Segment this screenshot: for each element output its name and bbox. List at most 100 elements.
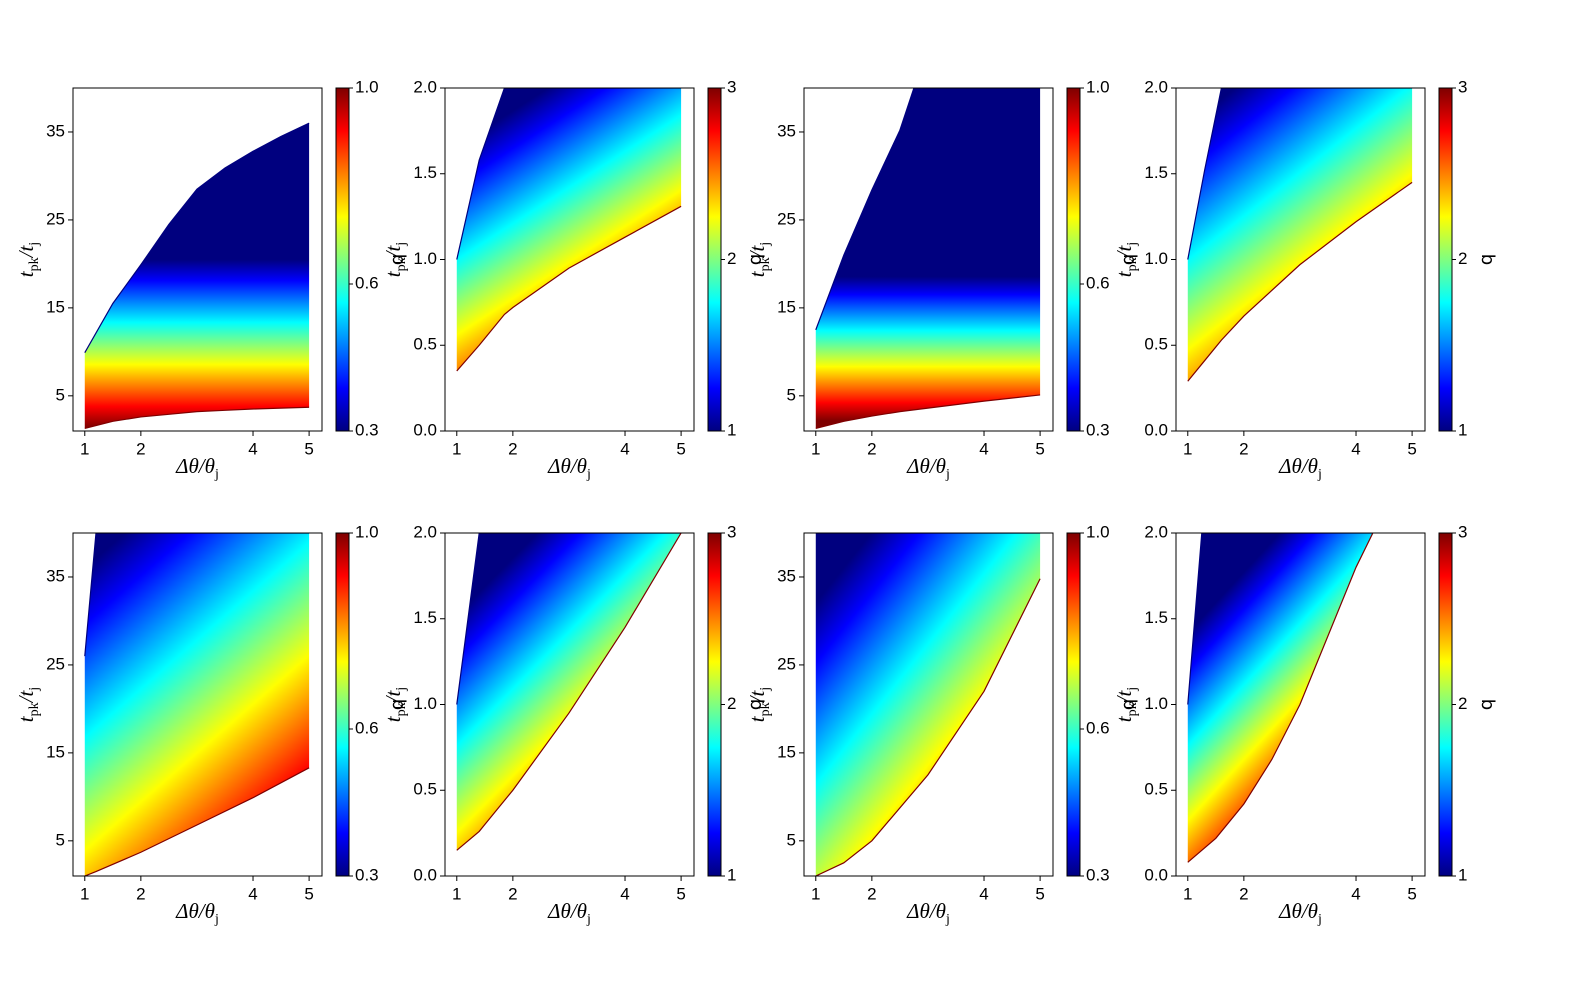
y-label-part: j bbox=[394, 242, 409, 247]
x-tick-label: 5 bbox=[304, 884, 313, 903]
x-label-part: j bbox=[945, 912, 950, 927]
region-fill bbox=[456, 88, 682, 371]
x-label-part: j bbox=[214, 467, 219, 482]
axes-frame bbox=[72, 532, 323, 877]
x-tick-label: 4 bbox=[979, 884, 988, 903]
y-tick-label: 35 bbox=[777, 121, 796, 140]
y-tick-label: 0.0 bbox=[413, 420, 437, 439]
y-tick-label: 15 bbox=[46, 742, 65, 761]
colorbar-tick-label: 1.0 bbox=[355, 522, 379, 541]
x-tick-label: 1 bbox=[452, 884, 461, 903]
y-axis-label: tpk/tj bbox=[14, 242, 42, 277]
colorbar-tick-label: 1 bbox=[727, 420, 736, 439]
boundary-upper bbox=[84, 122, 310, 354]
colorbar bbox=[1438, 532, 1453, 877]
x-tick-label: 2 bbox=[867, 884, 876, 903]
y-axis-label: tpk/tj bbox=[381, 687, 409, 722]
y-label-part: /t bbox=[14, 245, 38, 259]
y-tick-label: 15 bbox=[777, 742, 796, 761]
y-tick-label: 5 bbox=[787, 830, 796, 849]
y-label-part: j bbox=[1125, 242, 1140, 247]
y-tick-label: 35 bbox=[46, 566, 65, 585]
colorbar-label: b bbox=[1477, 699, 1498, 710]
region-fill bbox=[1187, 533, 1373, 863]
boundary-lower bbox=[456, 533, 682, 851]
y-tick-label: 0.5 bbox=[413, 780, 437, 799]
x-tick-label: 5 bbox=[1035, 439, 1044, 458]
y-tick-label: 1.5 bbox=[1144, 163, 1168, 182]
x-label-part: j bbox=[945, 467, 950, 482]
region-fill bbox=[815, 533, 1041, 876]
boundary-upper bbox=[815, 88, 1041, 331]
x-label-part: j bbox=[1317, 467, 1322, 482]
x-tick-label: 1 bbox=[452, 439, 461, 458]
x-tick-label: 5 bbox=[1035, 884, 1044, 903]
colorbar bbox=[707, 87, 722, 432]
x-tick-label: 1 bbox=[811, 884, 820, 903]
y-tick-label: 1.5 bbox=[413, 163, 437, 182]
x-tick-label: 5 bbox=[676, 884, 685, 903]
y-label-part: /t bbox=[745, 690, 769, 704]
x-tick-label: 1 bbox=[80, 884, 89, 903]
colorbar bbox=[707, 532, 722, 877]
y-tick-label: 25 bbox=[777, 209, 796, 228]
x-tick-label: 4 bbox=[620, 884, 629, 903]
y-label-part: t bbox=[745, 270, 769, 277]
x-tick-label: 1 bbox=[1183, 439, 1192, 458]
x-tick-label: 5 bbox=[1407, 884, 1416, 903]
boundary-lower bbox=[815, 578, 1041, 876]
y-axis-label: tpk/tj bbox=[745, 242, 773, 277]
y-axis-label: tpk/tj bbox=[1112, 242, 1140, 277]
y-tick-label: 0.5 bbox=[1144, 780, 1168, 799]
y-label-part: t bbox=[1112, 715, 1136, 722]
y-label-part: pk bbox=[27, 257, 42, 271]
y-tick-label: 25 bbox=[46, 209, 65, 228]
y-tick-label: 15 bbox=[777, 297, 796, 316]
colorbar bbox=[1438, 87, 1453, 432]
boundary-lower bbox=[456, 205, 682, 372]
region-fill bbox=[1187, 88, 1413, 382]
colorbar-tick-label: 1.0 bbox=[1086, 77, 1110, 96]
x-label-part: j bbox=[214, 912, 219, 927]
y-label-part: pk bbox=[758, 702, 773, 716]
x-label-part: Δθ/θ bbox=[547, 899, 587, 923]
y-tick-label: 1.0 bbox=[1144, 694, 1168, 713]
plot-area bbox=[456, 533, 682, 851]
plot-area bbox=[815, 88, 1041, 429]
x-tick-label: 4 bbox=[248, 439, 257, 458]
x-label-part: Δθ/θ bbox=[906, 454, 946, 478]
x-label-part: Δθ/θ bbox=[175, 899, 215, 923]
y-tick-label: 0.0 bbox=[413, 865, 437, 884]
x-axis-label: Δθ/θj bbox=[175, 899, 219, 927]
x-tick-label: 1 bbox=[80, 439, 89, 458]
y-label-part: /t bbox=[381, 245, 405, 259]
x-tick-label: 4 bbox=[979, 439, 988, 458]
y-tick-label: 1.0 bbox=[1144, 249, 1168, 268]
colorbar-tick-label: 0.6 bbox=[355, 273, 379, 292]
y-tick-label: 5 bbox=[787, 385, 796, 404]
colorbar-tick-label: 0.3 bbox=[1086, 865, 1110, 884]
y-tick-label: 5 bbox=[56, 385, 65, 404]
y-tick-label: 2.0 bbox=[413, 522, 437, 541]
axes-frame bbox=[72, 87, 323, 432]
colorbar-tick-label: 0.3 bbox=[355, 865, 379, 884]
x-axis-label: Δθ/θj bbox=[547, 454, 591, 482]
y-tick-label: 0.0 bbox=[1144, 420, 1168, 439]
colorbar-tick-label: 3 bbox=[1458, 77, 1467, 96]
x-tick-label: 2 bbox=[867, 439, 876, 458]
x-label-part: Δθ/θ bbox=[1278, 454, 1318, 478]
boundary-lower bbox=[84, 767, 310, 876]
y-tick-label: 0.0 bbox=[1144, 865, 1168, 884]
y-label-part: j bbox=[27, 687, 42, 692]
x-axis-label: Δθ/θj bbox=[1278, 899, 1322, 927]
axes-frame bbox=[803, 532, 1054, 877]
region-fill bbox=[456, 533, 682, 851]
x-tick-label: 2 bbox=[136, 439, 145, 458]
y-tick-label: 2.0 bbox=[1144, 522, 1168, 541]
colorbar-tick-label: 2 bbox=[1458, 694, 1467, 713]
region-fill bbox=[815, 88, 1041, 429]
y-tick-label: 5 bbox=[56, 830, 65, 849]
region-fill bbox=[84, 123, 310, 429]
x-axis-label: Δθ/θj bbox=[547, 899, 591, 927]
